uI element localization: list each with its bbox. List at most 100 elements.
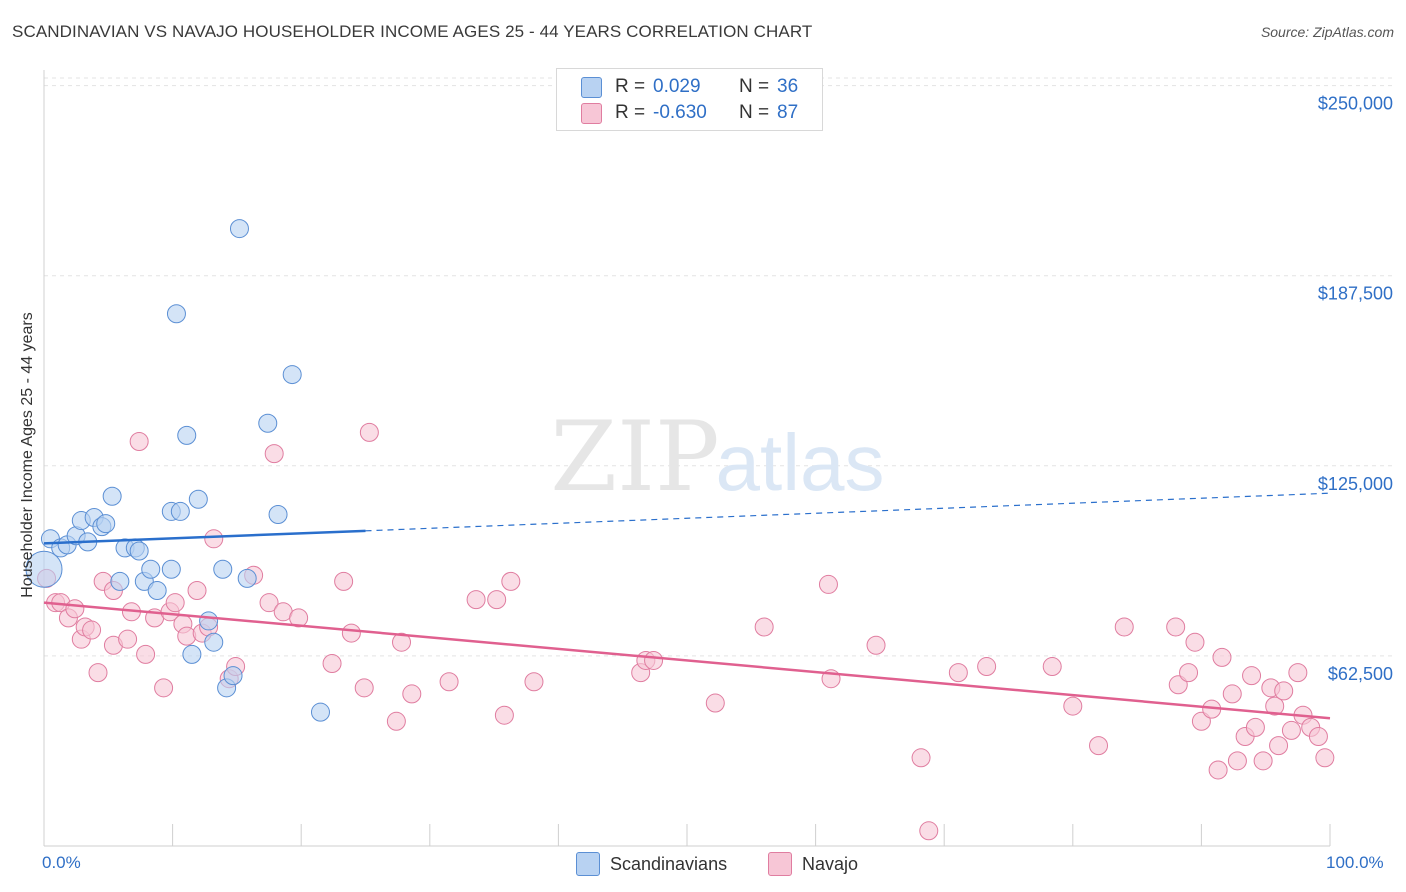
r-label: R = (615, 76, 646, 97)
scandinavians-point (96, 514, 116, 534)
stats-row-navajo: R = -0.630 N = 87 (581, 100, 798, 126)
navajo-point (1242, 666, 1262, 686)
navajo-point (1315, 748, 1335, 768)
navajo-point (1265, 696, 1285, 716)
navajo-point (1308, 727, 1328, 747)
navajo-point (1227, 751, 1247, 771)
y-tick-label: $125,000 (1318, 474, 1393, 494)
n-label: N = (739, 102, 770, 123)
navajo-point (919, 821, 939, 841)
navajo-point (402, 684, 422, 704)
navajo-point (334, 571, 354, 591)
scandinavians-point (237, 568, 257, 588)
navajo-point (88, 663, 108, 683)
n-label: N = (739, 76, 770, 97)
scandinavians-series (25, 219, 330, 722)
navajo-point (487, 590, 507, 610)
scandinavians-point (129, 541, 149, 561)
navajo-point (705, 693, 725, 713)
navajo-point (289, 608, 309, 628)
navajo-point (136, 644, 156, 664)
navajo-point (154, 678, 174, 698)
watermark: ZIP atlas (550, 401, 884, 513)
navajo-point (1253, 751, 1273, 771)
navajo-point (466, 590, 486, 610)
chart-title: SCANDINAVIAN VS NAVAJO HOUSEHOLDER INCOM… (12, 22, 813, 41)
r-value-navajo: -0.630 (653, 102, 707, 123)
navajo-point (392, 632, 412, 652)
legend-label-scandinavians: Scandinavians (610, 853, 728, 874)
navajo-point (187, 581, 207, 601)
watermark-atlas: atlas (716, 418, 885, 507)
scandinavians-point (199, 611, 219, 631)
navajo-point (341, 623, 361, 643)
navajo-point (439, 672, 459, 692)
navajo-swatch (581, 102, 602, 124)
legend-item-scandinavians[interactable]: Scandinavians (576, 852, 727, 876)
navajo-point (82, 620, 102, 640)
series-legend: Scandinavians Navajo (0, 852, 1406, 878)
scandinavians-point (170, 501, 190, 521)
navajo-point (204, 529, 224, 549)
y-tick-label: $187,500 (1318, 284, 1393, 304)
navajo-point (354, 678, 374, 698)
scandinavians-point (188, 489, 208, 509)
scandinavians-point (213, 559, 233, 579)
scandinavians-point (147, 581, 167, 601)
scandinavians-point (141, 559, 161, 579)
navajo-point (1168, 675, 1188, 695)
navajo-point (977, 657, 997, 677)
scandinavians-point (166, 304, 186, 324)
navajo-point (524, 672, 544, 692)
y-axis-label: Householder Income Ages 25 - 44 years (19, 312, 36, 598)
source-label: Source: ZipAtlas.com (1260, 24, 1394, 40)
navajo-point (1191, 711, 1211, 731)
y-tick-label: $250,000 (1318, 94, 1393, 114)
navajo-point (129, 431, 149, 451)
watermark-zip: ZIP (550, 401, 719, 513)
navajo-point (911, 748, 931, 768)
navajo-point (754, 617, 774, 637)
scandinavians-point (282, 365, 302, 385)
navajo-point (386, 711, 406, 731)
stats-legend: R = 0.029 N = 36 R = -0.630 N = 87 (556, 68, 823, 131)
navajo-point (1179, 663, 1199, 683)
scandinavians-point (268, 504, 288, 524)
scandinavians-point (25, 550, 63, 588)
scandinavians-point (310, 702, 330, 722)
stats-row-scandinavians: R = 0.029 N = 36 (581, 74, 798, 100)
navajo-point (1245, 717, 1265, 737)
navajo-point (1274, 681, 1294, 701)
y-tick-labels: $62,500 $125,000 $187,500 $250,000 (1318, 94, 1393, 684)
r-label: R = (615, 102, 646, 123)
navajo-point (1185, 632, 1205, 652)
scandinavians-legend-swatch (576, 852, 600, 876)
legend-label-navajo: Navajo (802, 853, 859, 874)
navajo-trend-line (43, 601, 1331, 720)
navajo-point (259, 593, 279, 613)
navajo-point (165, 593, 185, 613)
navajo-point (948, 663, 968, 683)
navajo-point (1212, 647, 1232, 667)
scandinavians-point (229, 219, 249, 239)
y-tick-label: $62,500 (1328, 664, 1393, 684)
navajo-point (65, 599, 85, 619)
navajo-point (322, 654, 342, 674)
legend-item-navajo[interactable]: Navajo (768, 852, 858, 876)
x-tick-label-min: 0.0% (42, 853, 81, 872)
navajo-point (1089, 736, 1109, 756)
scandinavians-point (177, 425, 197, 445)
navajo-point (866, 635, 886, 655)
navajo-point (1281, 720, 1301, 740)
navajo-point (1208, 760, 1228, 780)
r-value-scandinavians: 0.029 (653, 76, 701, 97)
navajo-point (1042, 657, 1062, 677)
scandinavians-point (110, 571, 130, 591)
navajo-legend-swatch (768, 852, 792, 876)
scandinavians-point (223, 666, 243, 686)
scandinavians-point (161, 559, 181, 579)
navajo-point (359, 422, 379, 442)
scandinavians-point (204, 632, 224, 652)
x-ticks (172, 824, 1331, 846)
